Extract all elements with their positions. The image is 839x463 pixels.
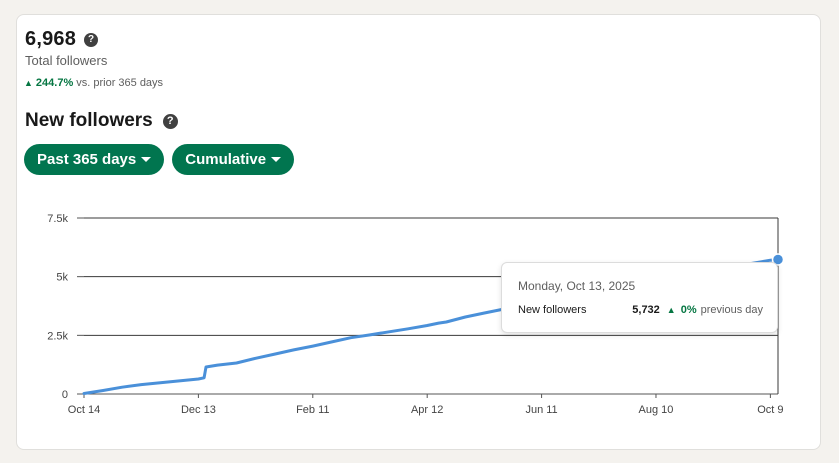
y-tick-label: 0 — [62, 389, 68, 401]
x-tick-label: Apr 12 — [411, 404, 443, 416]
mode-label: Cumulative — [185, 151, 267, 168]
triangle-up-icon: ▲ — [24, 78, 33, 88]
chart-tooltip: Monday, Oct 13, 2025 New followers 5,732… — [501, 262, 778, 333]
new-followers-header: New followers ? — [25, 110, 178, 132]
total-followers-count: 6,968 — [25, 28, 77, 50]
followers-change: ▲ 244.7% vs. prior 365 days — [24, 77, 163, 89]
x-tick-label: Aug 10 — [639, 404, 674, 416]
tooltip-change-pct: 0% — [680, 304, 697, 316]
caret-down-icon — [271, 157, 282, 162]
y-tick-label: 7.5k — [47, 213, 68, 225]
mode-dropdown[interactable]: Cumulative — [172, 144, 295, 175]
y-tick-label: 2.5k — [47, 330, 68, 342]
period-label: Past 365 days — [37, 151, 137, 168]
total-followers-header: 6,968 ? — [25, 28, 99, 51]
period-dropdown[interactable]: Past 365 days — [24, 144, 165, 175]
tooltip-value: 5,732 — [632, 304, 660, 316]
followers-card — [16, 14, 821, 450]
chart-filters: Past 365 days Cumulative — [24, 144, 295, 175]
y-tick-label: 5k — [56, 272, 68, 284]
section-title: New followers — [25, 110, 153, 131]
x-tick-label: Jun 11 — [525, 404, 557, 416]
total-followers-label: Total followers — [25, 53, 108, 68]
x-tick-label: Feb 11 — [296, 404, 329, 416]
x-tick-label: Dec 13 — [181, 404, 216, 416]
tooltip-change-label: previous day — [700, 304, 763, 316]
tooltip-date: Monday, Oct 13, 2025 — [518, 279, 636, 293]
tooltip-row: New followers 5,732 ▲ 0% previous day — [518, 304, 763, 316]
x-tick-label: Oct 9 — [757, 404, 783, 416]
caret-down-icon — [141, 157, 152, 162]
change-label: vs. prior 365 days — [76, 77, 164, 89]
tooltip-metric: New followers — [518, 304, 587, 316]
change-percent: 244.7% — [35, 77, 74, 89]
question-circle-icon[interactable]: ? — [84, 32, 99, 47]
question-circle-icon[interactable]: ? — [162, 113, 178, 129]
x-tick-label: Oct 14 — [68, 404, 100, 416]
triangle-up-icon: ▲ — [666, 305, 676, 315]
